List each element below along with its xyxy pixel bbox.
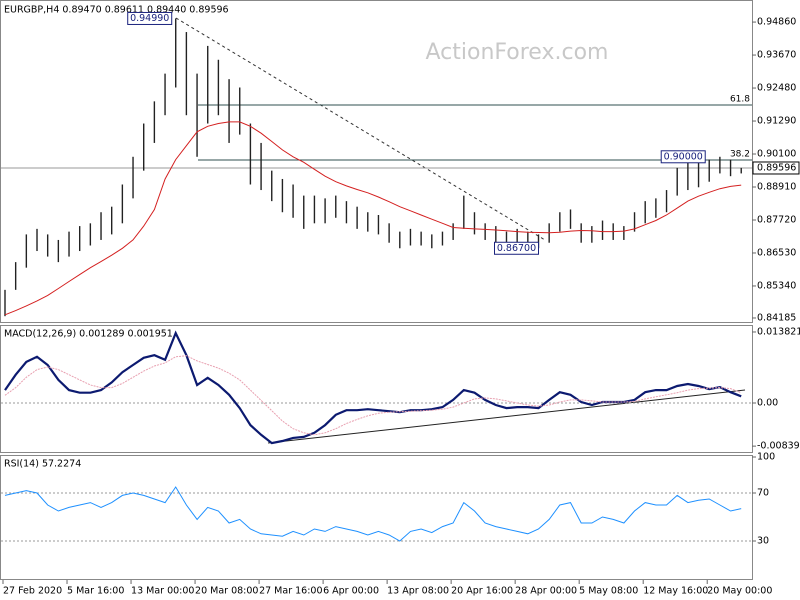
- x-tick-label: 28 Apr 00:00: [515, 586, 577, 597]
- x-tick-label: 12 May 16:00: [643, 586, 708, 597]
- y-tick-label: 0.94860: [757, 17, 796, 28]
- x-tick-label: 20 May 00:00: [707, 586, 772, 597]
- y-tick-label: 0.90100: [757, 149, 796, 160]
- y-tick-label: 70: [757, 488, 769, 499]
- x-tick-label: 13 Mar 00:00: [131, 586, 194, 597]
- price-annotation: 0.94990: [130, 13, 169, 24]
- price-title: EURGBP,H4 0.89470 0.89611 0.89440 0.8959…: [4, 5, 229, 16]
- last-price-box: [752, 161, 800, 175]
- rsi-title: RSI(14) 57.2274: [4, 459, 81, 470]
- x-tick-label: 5 Mar 16:00: [67, 586, 124, 597]
- x-tick-label: 5 May 08:00: [579, 586, 638, 597]
- y-tick-label: 30: [757, 536, 769, 547]
- y-tick-label: -0.008397: [757, 441, 800, 452]
- rsi-panel-frame: [0, 455, 753, 580]
- x-tick-label: 6 Apr 00:00: [323, 586, 379, 597]
- price-annotation: 0.90000: [664, 151, 703, 162]
- y-tick-label: 0.87720: [757, 214, 796, 225]
- price-annotation-box: [494, 241, 539, 255]
- y-tick-label: 0.92480: [757, 83, 796, 94]
- y-tick-label: 0.013821: [757, 326, 800, 337]
- y-tick-label: 0.00: [757, 397, 778, 408]
- line: [4, 486, 742, 542]
- fib-level-label: 38.2: [730, 150, 750, 160]
- price-annotation-box: [660, 150, 706, 164]
- y-tick-label: 100: [757, 452, 775, 463]
- x-tick-label: 13 Apr 08:00: [387, 586, 449, 597]
- y-tick-label: 0.85340: [757, 280, 796, 291]
- y-tick-label: 0.84185: [757, 312, 796, 323]
- y-tick-label: 0.86530: [757, 247, 796, 258]
- watermark: ActionForex.com: [426, 40, 609, 65]
- y-tick-label: 0.93670: [757, 50, 796, 61]
- x-tick-label: 20 Mar 08:00: [195, 586, 258, 597]
- price-annotation-box: [127, 11, 173, 25]
- macd-panel-frame: [0, 325, 753, 453]
- last-price-label: 0.89596: [757, 162, 796, 173]
- fib-level-label: 61.8: [730, 95, 750, 105]
- y-tick-label: 0.88910: [757, 182, 796, 193]
- line: [4, 355, 742, 436]
- price-annotation: 0.86700: [497, 243, 536, 254]
- x-tick-label: 27 Mar 16:00: [259, 586, 322, 597]
- x-tick-label: 27 Feb 2020: [3, 586, 62, 597]
- y-tick-label: 0.91290: [757, 116, 796, 127]
- x-tick-label: 20 Apr 16:00: [451, 586, 513, 597]
- line: [4, 121, 742, 316]
- macd-title: MACD(12,26,9) 0.001289 0.001951: [4, 329, 173, 340]
- macd-trend-line: [267, 389, 746, 444]
